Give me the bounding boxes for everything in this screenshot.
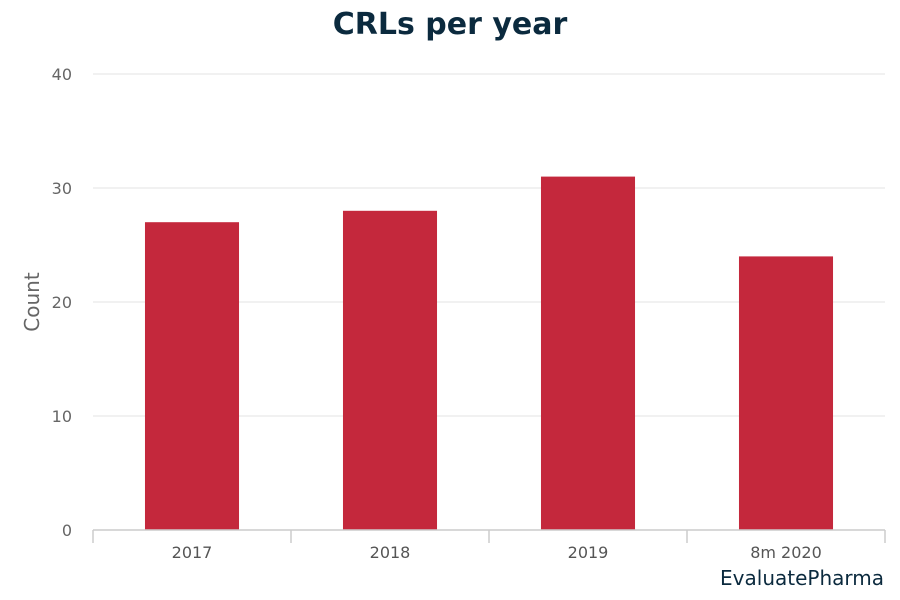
bar-2018 <box>342 210 438 531</box>
y-tick-label: 30 <box>52 179 72 198</box>
source-label: EvaluatePharma <box>720 566 884 590</box>
x-tick-label: 2018 <box>370 543 411 562</box>
x-tick-label: 2017 <box>172 543 213 562</box>
tick-labels: 0 10 20 30 40 2017 2018 2019 8m 2020 Count <box>20 65 822 562</box>
y-tick-label: 40 <box>52 65 72 84</box>
y-axis-title: Count <box>20 272 44 332</box>
chart-title: CRLs per year <box>332 7 568 42</box>
bars <box>144 176 834 531</box>
x-tick-label: 2019 <box>568 543 609 562</box>
bar-2017 <box>144 222 240 530</box>
bar-2019 <box>540 176 636 530</box>
y-tick-label: 0 <box>62 521 72 540</box>
x-tick-label: 8m 2020 <box>750 543 822 562</box>
axes <box>92 529 886 543</box>
y-tick-label: 20 <box>52 293 72 312</box>
bar-8m-2020 <box>738 256 834 530</box>
y-tick-label: 10 <box>52 407 72 426</box>
